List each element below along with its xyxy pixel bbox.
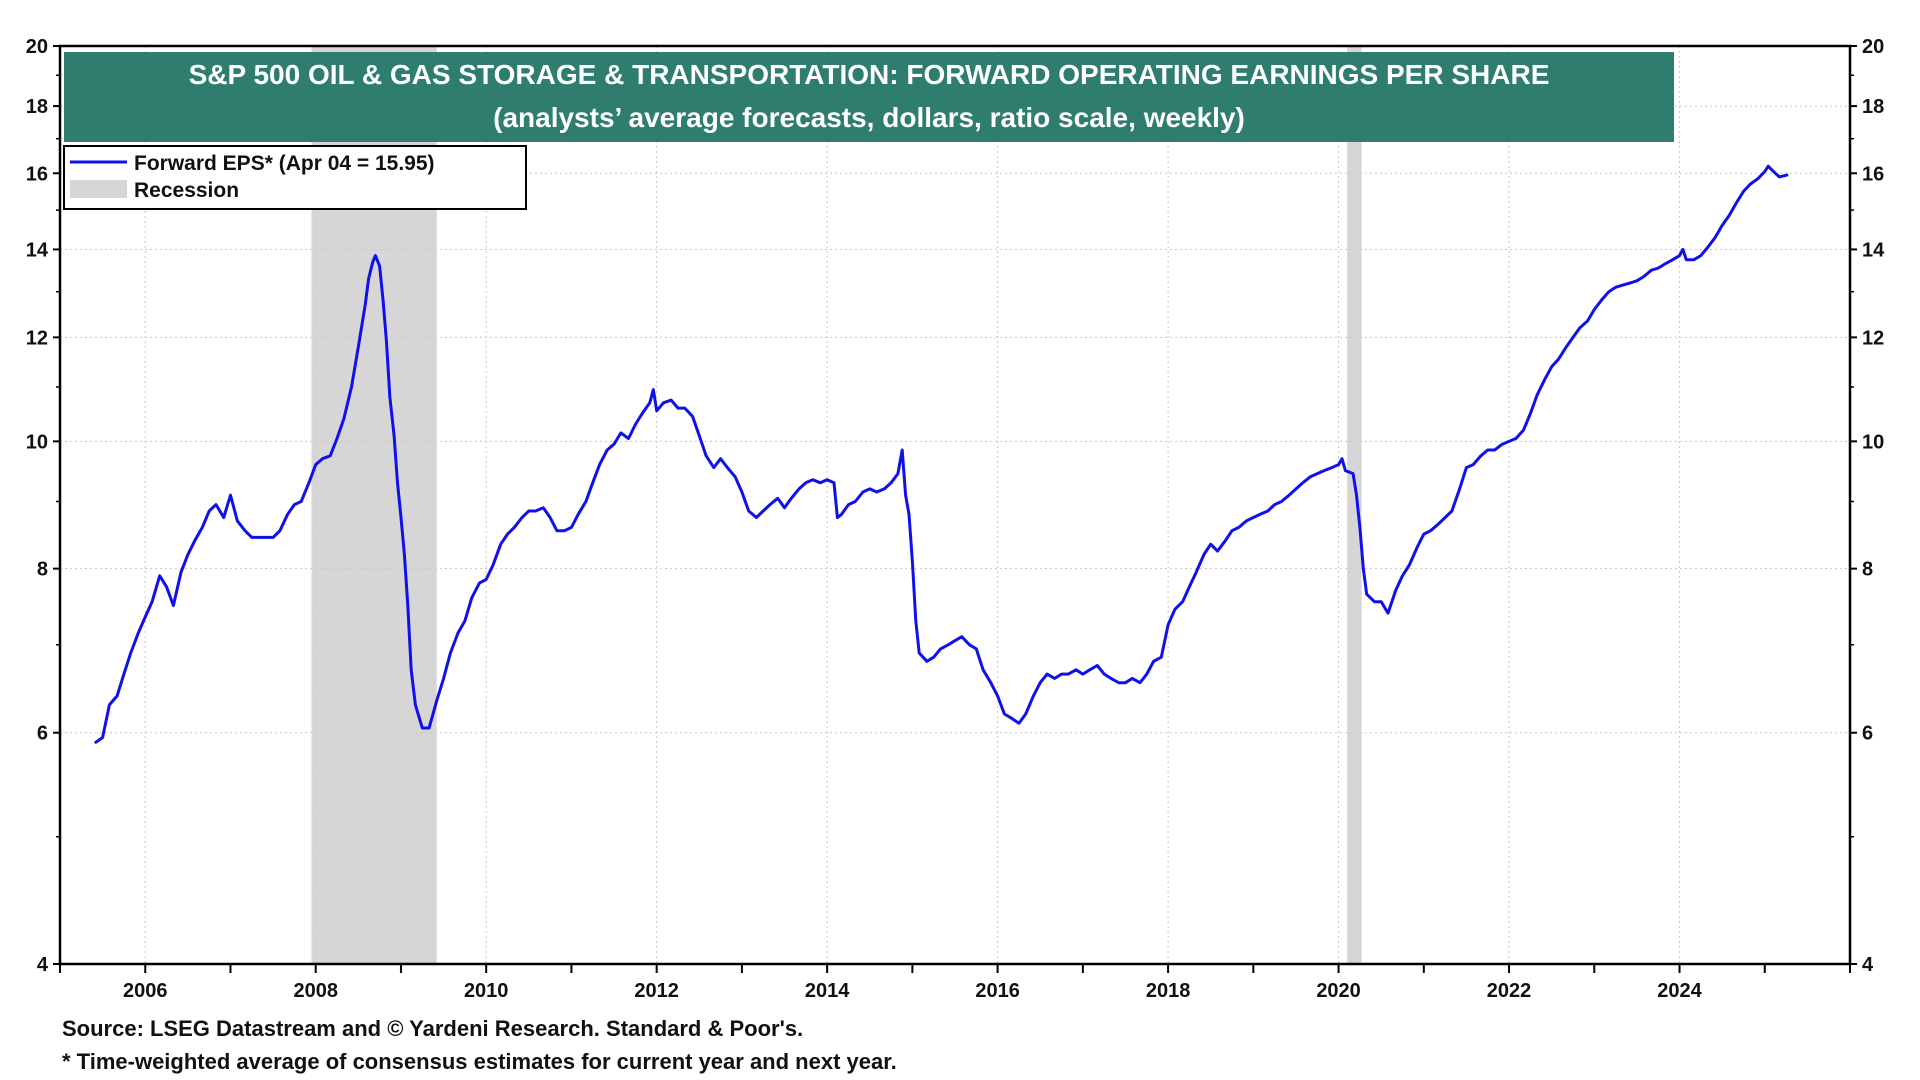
legend: Forward EPS* (Apr 04 = 15.95) Recession (63, 145, 527, 210)
legend-recession-swatch (70, 180, 127, 198)
x-tick-label-2018: 2018 (1146, 980, 1191, 1002)
y-tick-label-left-14: 14 (26, 239, 49, 261)
y-tick-label-left-12: 12 (26, 327, 48, 349)
y-tick-label-left-20: 20 (26, 36, 48, 58)
y-tick-label-left-6: 6 (37, 723, 48, 745)
series-line-forward-eps (94, 164, 1789, 744)
y-tick-label-right-6: 6 (1862, 723, 1873, 745)
x-tick-label-2006: 2006 (123, 980, 168, 1002)
x-tick-label-2022: 2022 (1487, 980, 1532, 1002)
y-tick-label-left-16: 16 (26, 163, 48, 185)
x-tick-label-2016: 2016 (975, 980, 1020, 1002)
x-tick-label-2008: 2008 (293, 980, 338, 1002)
y-tick-label-right-8: 8 (1862, 559, 1873, 581)
x-tick-label-2010: 2010 (464, 980, 509, 1002)
y-tick-label-left-8: 8 (37, 559, 48, 581)
y-tick-label-left-10: 10 (26, 431, 48, 453)
y-tick-label-left-18: 18 (26, 96, 48, 118)
title-banner (64, 52, 1674, 142)
y-tick-label-right-12: 12 (1862, 327, 1884, 349)
chart-subtitle: (analysts’ average forecasts, dollars, r… (493, 102, 1245, 133)
plot-frame (58, 44, 1852, 966)
y-tick-label-right-20: 20 (1862, 36, 1884, 58)
recession-band-1 (1347, 46, 1362, 964)
x-tick-label-2024: 2024 (1657, 980, 1702, 1002)
y-tick-label-left-4: 4 (37, 954, 49, 976)
x-tick-label-2012: 2012 (634, 980, 679, 1002)
chart-title: S&P 500 OIL & GAS STORAGE & TRANSPORTATI… (189, 59, 1550, 90)
legend-series-label: Forward EPS* (Apr 04 = 15.95) (134, 152, 435, 175)
y-tick-label-right-10: 10 (1862, 431, 1884, 453)
y-tick-label-right-18: 18 (1862, 96, 1884, 118)
legend-box (63, 145, 527, 210)
source-note: Source: LSEG Datastream and © Yardeni Re… (62, 1016, 804, 1041)
x-tick-label-2020: 2020 (1316, 980, 1361, 1002)
x-tick-label-2014: 2014 (805, 980, 850, 1002)
legend-recession-label: Recession (134, 179, 239, 202)
y-tick-label-right-4: 4 (1862, 954, 1874, 976)
footnote: * Time-weighted average of consensus est… (62, 1049, 897, 1074)
y-tick-label-right-16: 16 (1862, 163, 1884, 185)
series-layer (94, 164, 1789, 744)
gridlines (60, 46, 1850, 964)
y-tick-label-right-14: 14 (1862, 239, 1885, 261)
